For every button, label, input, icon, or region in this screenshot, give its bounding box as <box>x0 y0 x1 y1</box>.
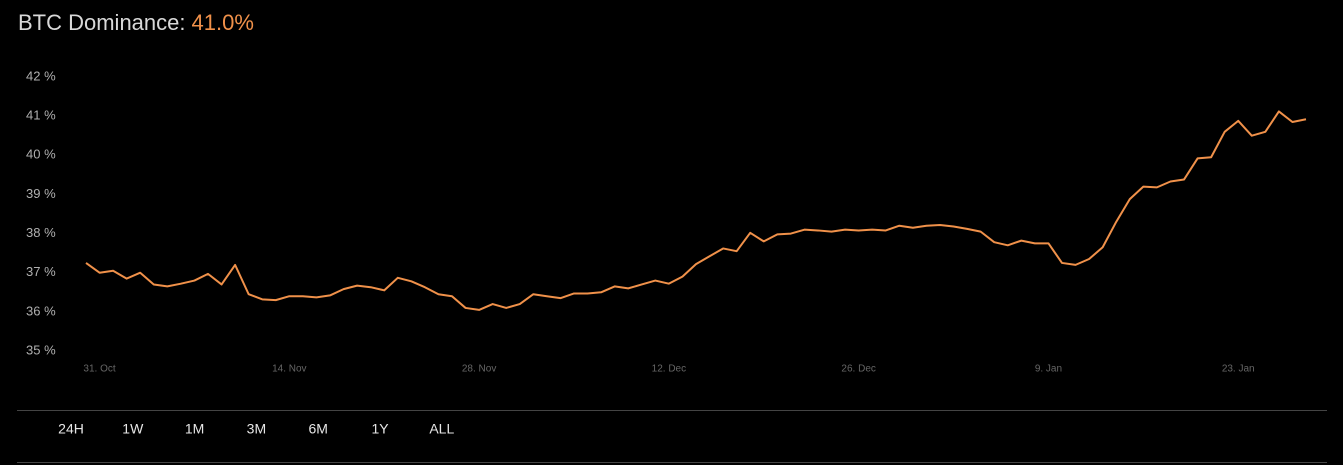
range-button[interactable]: 1W <box>122 421 144 437</box>
y-tick-label: 40 % <box>26 147 56 162</box>
range-button[interactable]: ALL <box>429 421 454 437</box>
y-tick-label: 35 % <box>26 342 56 357</box>
range-button[interactable]: 6M <box>308 421 327 437</box>
x-tick-label: 23. Jan <box>1222 364 1255 375</box>
x-tick-label: 26. Dec <box>841 364 875 375</box>
data-line <box>85 110 1307 311</box>
chart-title: BTC Dominance: 41.0% <box>18 10 254 35</box>
range-button[interactable]: 1Y <box>371 421 389 437</box>
y-tick-label: 41 % <box>26 108 56 123</box>
y-tick-label: 38 % <box>26 225 56 240</box>
y-tick-label: 36 % <box>26 303 56 318</box>
title-value: 41.0% <box>192 10 254 35</box>
range-button[interactable]: 1M <box>185 421 204 437</box>
x-tick-label: 14. Nov <box>272 364 306 375</box>
range-button[interactable]: 24H <box>58 421 84 437</box>
y-tick-label: 42 % <box>26 68 56 83</box>
y-tick-label: 37 % <box>26 264 56 279</box>
x-tick-label: 12. Dec <box>652 364 686 375</box>
x-tick-label: 28. Nov <box>462 364 496 375</box>
x-tick-label: 9. Jan <box>1035 364 1062 375</box>
y-tick-label: 39 % <box>26 186 56 201</box>
title-text: BTC Dominance: <box>18 10 186 35</box>
x-tick-label: 31. Oct <box>83 364 115 375</box>
range-button[interactable]: 3M <box>247 421 266 437</box>
